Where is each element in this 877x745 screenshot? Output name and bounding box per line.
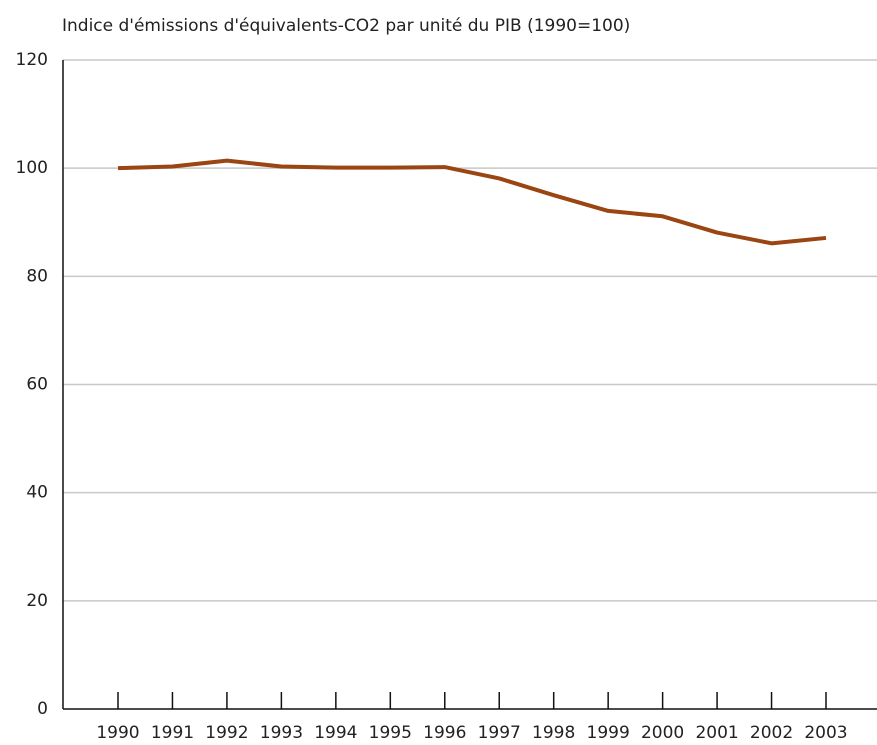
y-tick-label: 0 bbox=[37, 699, 48, 719]
y-tick-label: 40 bbox=[26, 483, 48, 503]
y-tick-label: 60 bbox=[26, 375, 48, 395]
x-tick-label: 1992 bbox=[205, 723, 248, 743]
x-tick-label: 1990 bbox=[96, 723, 139, 743]
chart-title: Indice d'émissions d'équivalents-CO2 par… bbox=[62, 16, 630, 36]
x-tick-label: 1995 bbox=[369, 723, 412, 743]
x-tick-label: 2003 bbox=[804, 723, 847, 743]
x-tick-label: 1991 bbox=[151, 723, 194, 743]
x-tick-label: 1998 bbox=[532, 723, 575, 743]
data-line bbox=[117, 158, 827, 246]
x-tick-label: 1994 bbox=[314, 723, 357, 743]
x-tick-label: 1999 bbox=[587, 723, 630, 743]
x-tick-label: 1993 bbox=[260, 723, 303, 743]
y-tick-label: 20 bbox=[26, 591, 48, 611]
y-tick-label: 80 bbox=[26, 266, 48, 286]
y-tick-label: 120 bbox=[16, 50, 48, 70]
x-tick-label: 2000 bbox=[641, 723, 684, 743]
x-tick-label: 1997 bbox=[478, 723, 521, 743]
x-tick-label: 1996 bbox=[423, 723, 466, 743]
y-tick-label: 100 bbox=[16, 158, 48, 178]
x-tick-label: 2001 bbox=[695, 723, 738, 743]
x-tick-label: 2002 bbox=[750, 723, 793, 743]
